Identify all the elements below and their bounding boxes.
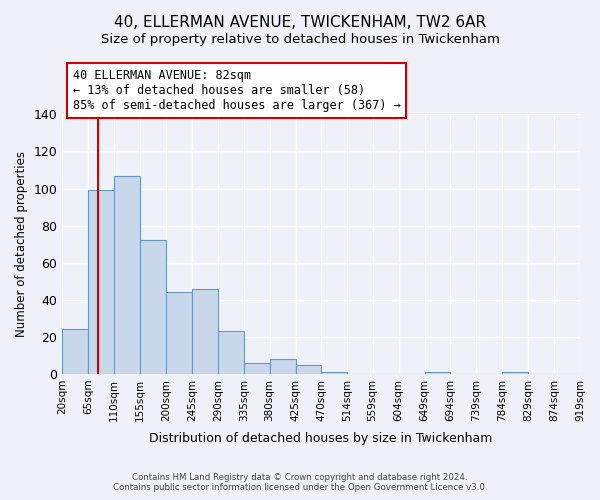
Bar [88,190,114,374]
Text: 40 ELLERMAN AVENUE: 82sqm
← 13% of detached houses are smaller (58)
85% of semi-: 40 ELLERMAN AVENUE: 82sqm ← 13% of detac… [73,69,400,112]
Bar [269,359,296,374]
Y-axis label: Number of detached properties: Number of detached properties [15,151,28,337]
Bar [425,372,451,374]
Bar [140,240,166,374]
Bar [296,364,322,374]
Bar [114,176,140,374]
Bar [502,372,528,374]
Bar [244,363,269,374]
Bar [192,288,218,374]
Text: Contains HM Land Registry data © Crown copyright and database right 2024.
Contai: Contains HM Land Registry data © Crown c… [113,473,487,492]
Text: Size of property relative to detached houses in Twickenham: Size of property relative to detached ho… [101,32,499,46]
Bar [322,372,347,374]
Bar [62,330,88,374]
Bar [218,332,244,374]
Bar [166,292,192,374]
X-axis label: Distribution of detached houses by size in Twickenham: Distribution of detached houses by size … [149,432,493,445]
Text: 40, ELLERMAN AVENUE, TWICKENHAM, TW2 6AR: 40, ELLERMAN AVENUE, TWICKENHAM, TW2 6AR [114,15,486,30]
